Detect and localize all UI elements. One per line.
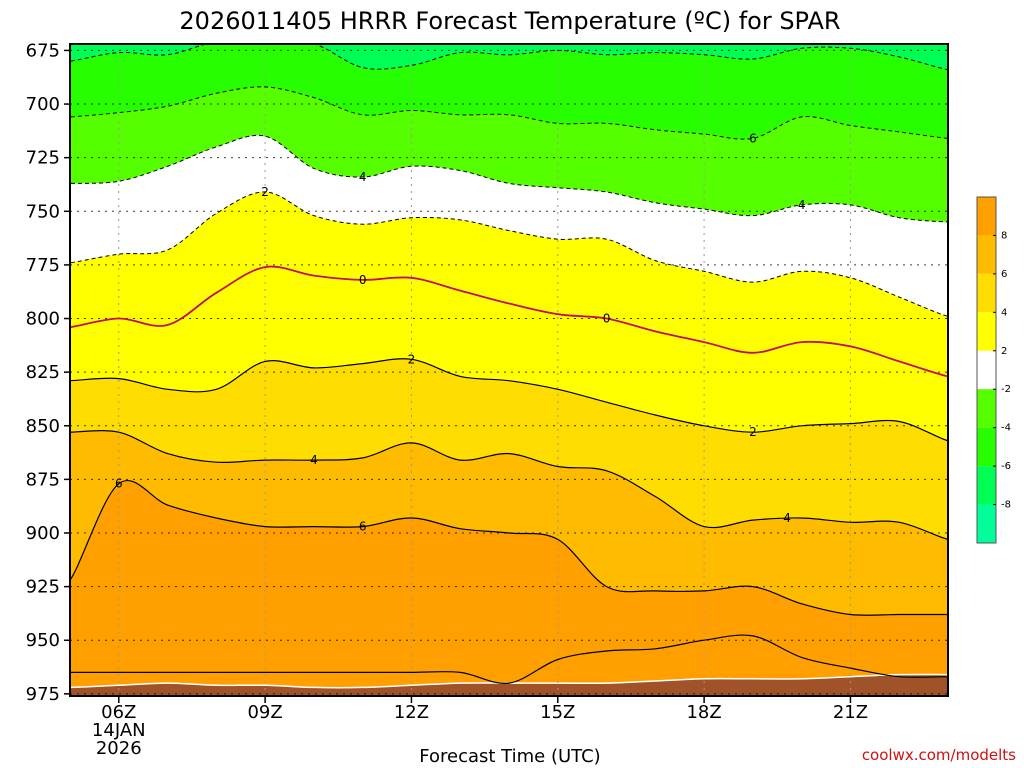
- isotherm--6: [70, 86, 948, 140]
- y-axis: 675 700 725 750 775 800 825 850 875 900 925 950 975: [26, 40, 70, 705]
- y-tick-label: 825: [26, 362, 60, 383]
- contour-label: 4: [798, 198, 806, 212]
- isotherm--4: [70, 134, 948, 223]
- isotherm-lines: [70, 44, 948, 684]
- x-tick-label: 18Z: [686, 702, 721, 723]
- colorbar-label: 2: [1001, 346, 1007, 357]
- plot-frame: [69, 43, 949, 697]
- colorbar-swatch: [977, 312, 996, 351]
- colorbar-swatch: [977, 389, 996, 428]
- x-tick-date-label: 2026: [96, 738, 142, 759]
- colorbar-label: 8: [1001, 230, 1007, 241]
- contour-label: 4: [783, 511, 791, 525]
- colorbar-swatch: [977, 273, 996, 313]
- colorbar: 8 6 4 2 -2 -4 -6 -8: [976, 196, 1011, 544]
- x-tick-label: 15Z: [540, 702, 575, 723]
- contour-label: 6: [115, 477, 123, 491]
- colorbar-label: 6: [1001, 269, 1007, 280]
- isotherm--2: [70, 191, 948, 317]
- colorbar-label: -6: [1001, 461, 1011, 472]
- colorbar-label: -2: [1001, 384, 1011, 395]
- y-tick-label: 950: [26, 630, 60, 651]
- contour-label: 0: [359, 273, 367, 287]
- credit-text: coolwx.com/modelts: [862, 746, 1016, 764]
- colorbar-swatch: [977, 350, 996, 390]
- colorbar-swatch: [977, 235, 996, 274]
- y-tick-label: 750: [26, 201, 60, 222]
- colorbar-swatch: [977, 427, 996, 467]
- y-tick-label: 775: [26, 255, 60, 276]
- x-tick-date-label: 14JAN: [92, 720, 146, 741]
- contour-label: 6: [359, 520, 367, 534]
- y-tick-label: 675: [26, 40, 60, 61]
- isotherm-0: [70, 265, 948, 378]
- isotherm--8: [70, 44, 948, 71]
- colorbar-swatch: [977, 504, 996, 543]
- contour-label: 0: [603, 312, 611, 326]
- colorbar-label: 4: [1001, 307, 1007, 318]
- contour-label: 4: [359, 170, 367, 184]
- colorbar-swatch: [977, 466, 996, 505]
- isotherm-6: [70, 480, 948, 616]
- y-tick-label: 800: [26, 309, 60, 330]
- y-tick-label: 900: [26, 523, 60, 544]
- colorbar-label: -4: [1001, 423, 1011, 434]
- colorbar-swatch: [977, 197, 996, 236]
- contour-label: 4: [310, 453, 318, 467]
- contour-labels: 6 6 4 4 2 2 0 0 2 4 4 6: [115, 131, 806, 534]
- y-tick-label: 925: [26, 577, 60, 598]
- isotherm-2: [70, 358, 948, 442]
- isotherm-8: [70, 634, 948, 684]
- contour-label: 2: [408, 352, 416, 366]
- contour-label: 2: [749, 425, 757, 439]
- x-tick-label: 12Z: [394, 702, 429, 723]
- colorbar-label: -8: [1001, 500, 1011, 511]
- contour-label: 6: [749, 131, 757, 145]
- x-tick-label: 09Z: [247, 702, 282, 723]
- x-tick-label: 21Z: [833, 702, 868, 723]
- y-tick-label: 975: [26, 684, 60, 705]
- plot-area: [70, 44, 948, 696]
- contour-label: 2: [261, 185, 269, 199]
- isotherm-4: [70, 430, 948, 541]
- temp-band--6-to--4: [70, 44, 948, 140]
- y-tick-label: 875: [26, 469, 60, 490]
- y-tick-label: 725: [26, 148, 60, 169]
- y-tick-label: 850: [26, 416, 60, 437]
- colorbar-frame: [976, 196, 997, 544]
- x-tick-label: 06Z: [101, 702, 136, 723]
- y-tick-label: 700: [26, 94, 60, 115]
- chart-title: 2026011405 HRRR Forecast Temperature (ºC…: [179, 7, 840, 35]
- x-axis-title: Forecast Time (UTC): [419, 746, 600, 767]
